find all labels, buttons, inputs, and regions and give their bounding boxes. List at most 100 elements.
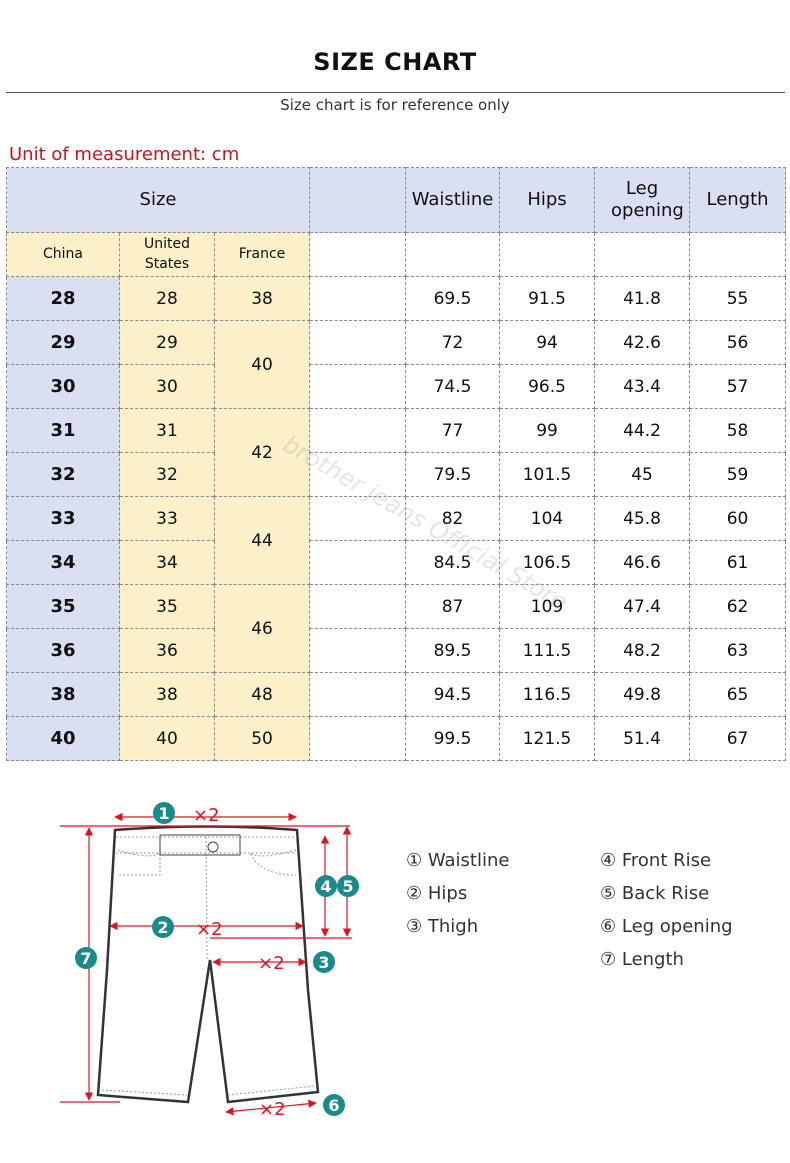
- leg-opening-value: 43.4: [594, 364, 691, 409]
- leg-opening-value: 49.8: [594, 672, 691, 717]
- length-value: 63: [689, 628, 787, 673]
- hips-value: 91.5: [499, 276, 596, 321]
- divider: [6, 92, 785, 93]
- waistline-value: 72: [405, 320, 501, 365]
- leg-opening-value: 48.2: [594, 628, 691, 673]
- pants-diagram: ×2 ×2 ×2 ×2 1 2 3 4 5 6 7: [60, 802, 359, 1120]
- us-size: 32: [119, 452, 215, 497]
- header-row: Size Waistline Hips Leg opening Length: [5, 167, 787, 233]
- table-row: 33 33 44 82 104 45.8 60: [6, 496, 787, 585]
- empty-cell: [309, 452, 407, 497]
- marker-7-circle: [75, 947, 97, 969]
- length-value: 62: [689, 584, 787, 629]
- table-row: 28 28 38 69.5 91.5 41.8 55: [6, 276, 787, 321]
- unit-label: Unit of measurement: cm: [9, 144, 240, 165]
- waistline-value: 79.5: [405, 452, 501, 497]
- times2-label: ×2: [193, 805, 220, 826]
- length-value: 57: [689, 364, 787, 409]
- table-row: 38 38 48 94.5 116.5 49.8 65: [6, 672, 787, 717]
- hips-value: 111.5: [499, 628, 596, 673]
- leg-opening-value: 47.4: [594, 584, 691, 629]
- leg-opening-value: 42.6: [594, 320, 691, 365]
- table-row: 35 35 46 87 109 47.4 62: [6, 584, 787, 673]
- size-table: Size Waistline Hips Leg opening Length C…: [5, 167, 787, 761]
- marker-5-circle: [337, 875, 359, 897]
- france-size: 48: [213, 672, 311, 717]
- marker-6-label: 6: [328, 1096, 339, 1115]
- china-size: 40: [6, 716, 120, 761]
- hips-value: 121.5: [499, 716, 596, 761]
- header-size: Size: [5, 167, 311, 233]
- empty-cell: [309, 408, 407, 453]
- empty-cell: [309, 584, 407, 629]
- header-blank: [309, 167, 407, 233]
- length-value: 67: [689, 716, 787, 761]
- leg-opening-value: 45: [594, 452, 691, 497]
- us-size: 31: [119, 408, 215, 453]
- us-size: 29: [119, 320, 215, 365]
- marker-1-circle: [153, 802, 175, 824]
- table-row: 31 31 42 77 99 44.2 58: [6, 408, 787, 497]
- marker-7-label: 7: [80, 949, 91, 968]
- length-value: 61: [689, 540, 787, 585]
- hips-value: 101.5: [499, 452, 596, 497]
- leg-opening-value: 41.8: [594, 276, 691, 321]
- legend-item: ③ Thigh: [406, 916, 479, 937]
- us-size: 33: [119, 496, 215, 541]
- empty-cell: [309, 232, 407, 277]
- china-size: 38: [6, 672, 120, 717]
- length-value: 65: [689, 672, 787, 717]
- empty-cell: [405, 232, 501, 277]
- table-row: 34 34 84.5 106.5 46.6 61: [6, 540, 787, 585]
- empty-cell: [499, 232, 596, 277]
- table-row: 40 40 50 99.5 121.5 51.4 67: [6, 716, 787, 761]
- china-size: 29: [6, 320, 120, 365]
- china-size: 28: [6, 276, 120, 321]
- empty-cell: [689, 232, 787, 277]
- header-hips: Hips: [499, 167, 596, 233]
- france-size: 42: [213, 408, 311, 497]
- hips-value: 104: [499, 496, 596, 541]
- hips-value: 94: [499, 320, 596, 365]
- us-size: 40: [119, 716, 215, 761]
- china-size: 32: [6, 452, 120, 497]
- legend-item: ④ Front Rise: [600, 850, 712, 871]
- waistline-value: 99.5: [405, 716, 501, 761]
- empty-cell: [594, 232, 691, 277]
- page-title: SIZE CHART: [313, 48, 477, 76]
- us-size: 34: [119, 540, 215, 585]
- waistline-value: 89.5: [405, 628, 501, 673]
- leg-opening-value: 51.4: [594, 716, 691, 761]
- legend-item: ① Waistline: [406, 850, 510, 871]
- china-size: 30: [6, 364, 120, 409]
- empty-cell: [309, 628, 407, 673]
- us-size: 28: [119, 276, 215, 321]
- times2-label: ×2: [196, 919, 223, 940]
- subheader-row: China United States France: [6, 232, 787, 277]
- header-leg-opening: Leg opening: [594, 167, 691, 233]
- subheader-france: France: [213, 232, 311, 277]
- empty-cell: [309, 540, 407, 585]
- us-size: 36: [119, 628, 215, 673]
- legend-right: ④ Front Rise ⑤ Back Rise ⑥ Leg opening ⑦…: [600, 850, 733, 982]
- times2-label: ×2: [259, 1099, 286, 1120]
- france-size: 46: [213, 584, 311, 673]
- china-size: 31: [6, 408, 120, 453]
- marker-4-label: 4: [320, 877, 331, 896]
- china-size: 34: [6, 540, 120, 585]
- hips-value: 96.5: [499, 364, 596, 409]
- table-row: 30 30 74.5 96.5 43.4 57: [6, 364, 787, 409]
- header-waistline: Waistline: [405, 167, 501, 233]
- legend-item: ⑤ Back Rise: [600, 883, 710, 904]
- header-length: Length: [689, 167, 787, 233]
- marker-2-label: 2: [157, 918, 168, 937]
- leg-opening-value: 46.6: [594, 540, 691, 585]
- france-size: 50: [213, 716, 311, 761]
- waistline-value: 84.5: [405, 540, 501, 585]
- subtitle: Size chart is for reference only: [280, 96, 510, 114]
- leg-opening-value: 45.8: [594, 496, 691, 541]
- length-value: 56: [689, 320, 787, 365]
- waistline-value: 77: [405, 408, 501, 453]
- china-size: 35: [6, 584, 120, 629]
- times2-label: ×2: [258, 953, 285, 974]
